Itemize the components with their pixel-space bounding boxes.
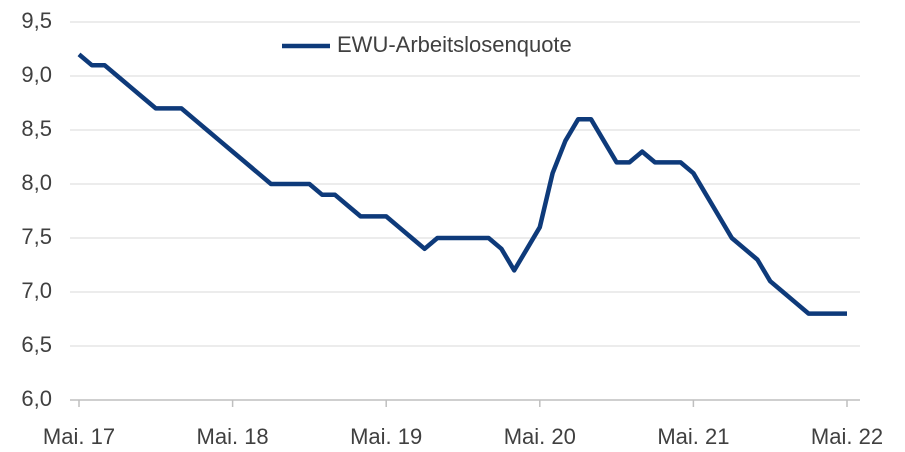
x-tick-label: Mai. 19 (350, 424, 422, 449)
y-tick-label: 6,0 (21, 386, 52, 411)
y-tick-label: 6,5 (21, 332, 52, 357)
x-tick-label: Mai. 17 (43, 424, 115, 449)
data-line (77, 52, 847, 316)
y-tick-label: 9,0 (21, 62, 52, 87)
y-tick-label: 9,5 (21, 8, 52, 33)
y-tick-label: 7,0 (21, 278, 52, 303)
x-tick-label: Mai. 21 (657, 424, 729, 449)
y-tick-label: 8,5 (21, 116, 52, 141)
x-tick-label: Mai. 20 (504, 424, 576, 449)
x-tick-label: Mai. 18 (197, 424, 269, 449)
y-tick-label: 7,5 (21, 224, 52, 249)
legend-label: EWU-Arbeitslosenquote (337, 32, 572, 57)
x-tick-label: Mai. 22 (811, 424, 883, 449)
y-tick-label: 8,0 (21, 170, 52, 195)
